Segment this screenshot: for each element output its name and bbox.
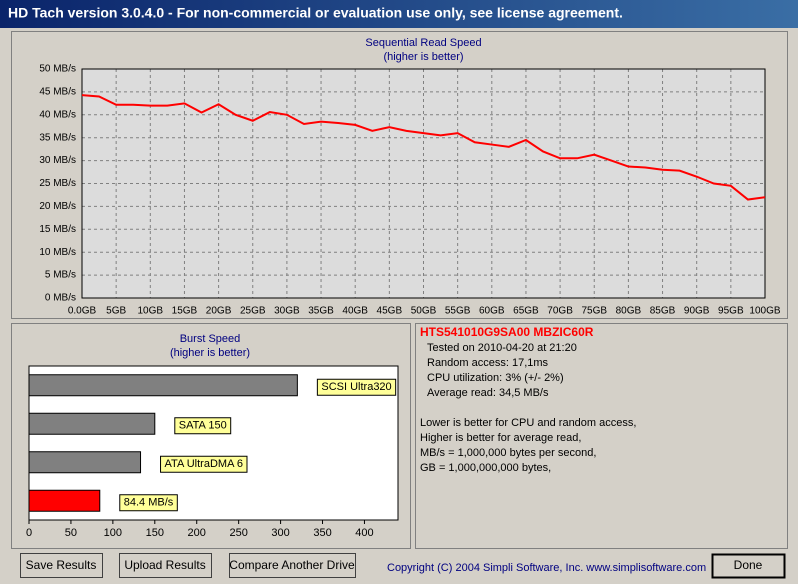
x-tick-label: 60GB — [479, 306, 505, 317]
info-detail: Tested on 2010-04-20 at 21:20 — [427, 342, 577, 354]
x-tick-label: 0 — [26, 527, 32, 539]
bar-label: ATA UltraDMA 6 — [165, 458, 243, 470]
done-button[interactable] — [711, 553, 786, 579]
button[interactable] — [229, 553, 356, 578]
bar-label-box — [119, 494, 178, 512]
x-tick-label: 100 — [104, 527, 122, 539]
y-tick-label: 10 MB/s — [39, 247, 76, 258]
button[interactable] — [20, 553, 103, 578]
chart-title: Sequential Read Speed — [365, 37, 481, 49]
chart-subtitle: (higher is better) — [170, 347, 250, 359]
burst-bar — [28, 412, 156, 435]
plot-border — [81, 68, 766, 299]
x-tick-label: 85GB — [650, 306, 676, 317]
read-speed-line — [81, 94, 766, 201]
x-tick-label: 70GB — [547, 306, 573, 317]
y-tick-label: 25 MB/s — [39, 178, 76, 189]
info-panel — [415, 323, 788, 549]
x-tick-label: 350 — [313, 527, 331, 539]
x-tick-label: 15GB — [172, 306, 198, 317]
y-tick-label: 5 MB/s — [45, 270, 76, 281]
x-tick-label: 30GB — [274, 306, 300, 317]
x-tick-label: 0.0GB — [68, 306, 97, 317]
bar-label-box — [316, 378, 397, 396]
burst-bar — [28, 451, 142, 474]
x-tick-label: 90GB — [684, 306, 710, 317]
info-note: Lower is better for CPU and random acces… — [420, 417, 636, 429]
button[interactable] — [119, 553, 212, 578]
x-tick-label: 400 — [355, 527, 373, 539]
info-detail: Average read: 34,5 MB/s — [427, 387, 549, 399]
y-tick-label: 0 MB/s — [45, 293, 76, 304]
button-label[interactable]: Compare Another Drive — [229, 558, 355, 572]
bar-label: SATA 150 — [179, 420, 227, 432]
drive-model: HTS541010G9SA00 MBZIC60R — [420, 325, 594, 339]
info-note: Higher is better for average read, — [420, 432, 581, 444]
x-tick-label: 20GB — [206, 306, 232, 317]
y-tick-label: 30 MB/s — [39, 155, 76, 166]
chart-subtitle: (higher is better) — [383, 51, 463, 63]
x-tick-label: 95GB — [718, 306, 744, 317]
y-tick-label: 20 MB/s — [39, 201, 76, 212]
button-label[interactable]: Upload Results — [124, 558, 205, 572]
copyright: Copyright (C) 2004 Simpli Software, Inc.… — [387, 562, 706, 574]
bar-label-box — [160, 455, 248, 473]
y-tick-label: 35 MB/s — [39, 132, 76, 143]
x-tick-label: 250 — [229, 527, 247, 539]
window-title: HD Tach version 3.0.4.0 - For non-commer… — [8, 5, 623, 21]
bar-label: SCSI Ultra320 — [321, 381, 391, 393]
y-tick-label: 15 MB/s — [39, 224, 76, 235]
info-detail: CPU utilization: 3% (+/- 2%) — [427, 372, 564, 384]
x-tick-label: 5GB — [106, 306, 126, 317]
done-label[interactable]: Done — [734, 558, 763, 572]
x-tick-label: 300 — [271, 527, 289, 539]
x-tick-label: 75GB — [581, 306, 607, 317]
x-tick-label: 55GB — [445, 306, 471, 317]
x-tick-label: 150 — [146, 527, 164, 539]
x-tick-label: 10GB — [138, 306, 164, 317]
x-tick-label: 40GB — [342, 306, 368, 317]
x-tick-label: 50GB — [411, 306, 437, 317]
x-tick-label: 200 — [188, 527, 206, 539]
x-tick-label: 35GB — [308, 306, 334, 317]
x-tick-label: 45GB — [377, 306, 403, 317]
bar-label: 84.4 MB/s — [124, 497, 174, 509]
y-tick-label: 40 MB/s — [39, 109, 76, 120]
button-label[interactable]: Save Results — [26, 558, 97, 572]
x-tick-label: 80GB — [616, 306, 642, 317]
x-tick-label: 50 — [65, 527, 77, 539]
info-note: GB = 1,000,000,000 bytes, — [420, 462, 551, 474]
bar-label-box — [174, 417, 232, 435]
x-tick-label: 25GB — [240, 306, 266, 317]
burst-bar — [28, 489, 101, 512]
x-tick-label: 65GB — [513, 306, 539, 317]
y-tick-label: 50 MB/s — [39, 64, 76, 75]
chart-title: Burst Speed — [180, 333, 241, 345]
title-bar — [0, 0, 798, 28]
info-detail: Random access: 17,1ms — [427, 357, 549, 369]
burst-bar — [28, 374, 298, 397]
x-tick-label: 100GB — [749, 306, 780, 317]
info-note: MB/s = 1,000,000 bytes per second, — [420, 447, 596, 459]
y-tick-label: 45 MB/s — [39, 87, 76, 98]
